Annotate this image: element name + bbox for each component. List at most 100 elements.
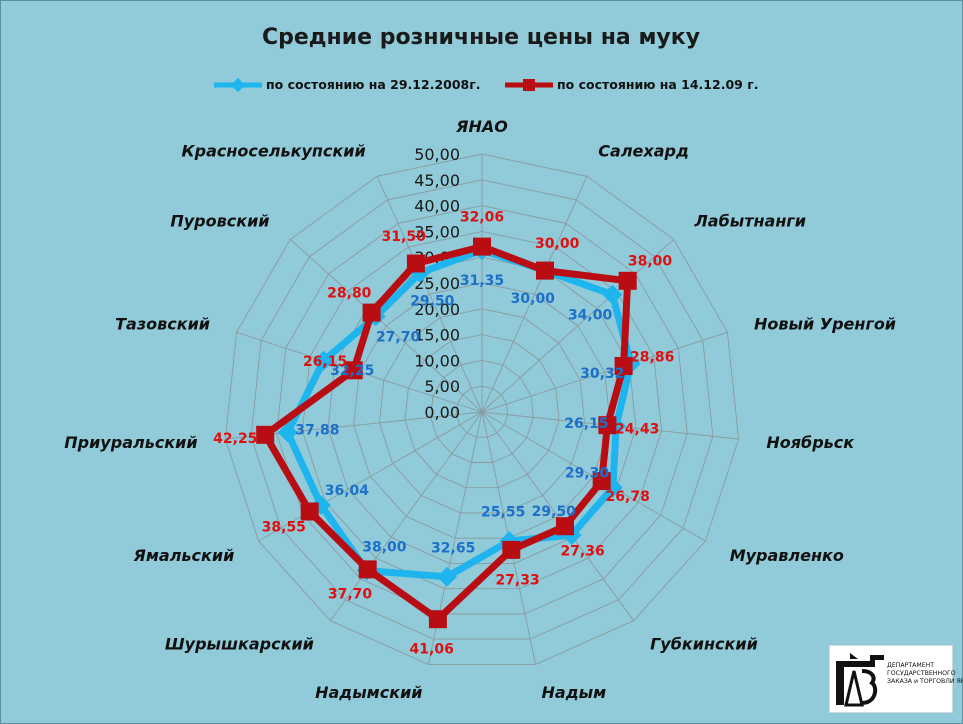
emblem-icon [836, 653, 884, 707]
grid-spoke-9 [330, 411, 483, 621]
data-label-series-2-8: 41,06 [410, 642, 454, 658]
data-label-series-2-7: 27,33 [495, 572, 539, 588]
data-label-series-2-10: 38,55 [262, 520, 306, 536]
legend-label-series-2: по состоянию на 14.12.09 г. [557, 77, 758, 92]
grid-spoke-13 [289, 239, 483, 413]
category-label-14: Красноселькупский [182, 142, 366, 161]
series-2-point-7 [502, 540, 521, 559]
logo-text-line-3: ЗАКАЗА и ТОРГОВЛИ ЯНАО [887, 678, 963, 685]
series-2-point-5 [592, 472, 611, 491]
series-2-point-11 [256, 425, 275, 444]
series-line-1 [284, 246, 635, 581]
tick-label-1: 5,00 [424, 377, 460, 396]
grid-ring-7 [301, 230, 663, 590]
category-label-6: Губкинский [650, 634, 758, 653]
legend: по состоянию на 29.12.2008г. по состояни… [214, 77, 758, 93]
tick-label-2: 10,00 [414, 351, 460, 370]
data-label-series-2-0: 32,06 [460, 210, 504, 226]
category-label-1: Салехард [598, 142, 689, 161]
data-label-series-2-11: 42,25 [213, 431, 257, 447]
series-line-2 [261, 243, 632, 623]
category-label-0: ЯНАО [455, 117, 508, 136]
grid-spoke-6 [481, 411, 634, 621]
series-2-point-12 [344, 361, 363, 380]
grid-spoke-2 [481, 239, 675, 413]
grid-ring-5 [353, 282, 611, 539]
data-label-series-2-5: 26,78 [606, 489, 650, 505]
data-label-series-1-4: 26,15 [564, 416, 608, 432]
series-1-point-2 [602, 284, 623, 305]
series-2-point-8 [428, 610, 447, 629]
grid-ring-1 [455, 385, 509, 438]
data-label-series-1-3: 30,32 [580, 366, 624, 382]
data-label-series-2-12: 26,15 [303, 354, 347, 370]
category-label-8: Надымский [315, 683, 422, 702]
data-label-series-1-0: 31,35 [460, 273, 504, 289]
tick-label-9: 45,00 [414, 171, 460, 190]
tick-label-5: 25,00 [414, 274, 460, 293]
legend-marker-series-2 [523, 79, 535, 91]
series-2-point-0 [473, 237, 491, 256]
tick-label-4: 20,00 [414, 300, 460, 319]
data-label-series-2-14: 31,50 [382, 229, 427, 245]
data-label-series-1-13: 27,70 [376, 329, 421, 345]
data-label-series-2-13: 28,80 [327, 286, 372, 302]
legend-label-series-1: по состоянию на 29.12.2008г. [266, 77, 481, 92]
grid-ring-9 [250, 179, 714, 640]
category-label-12: Тазовский [115, 315, 210, 334]
series-2-point-4 [598, 416, 617, 435]
data-label-series-2-9: 37,70 [328, 587, 373, 603]
category-label-13: Пуровский [170, 212, 269, 231]
data-label-series-1-8: 32,65 [431, 540, 475, 556]
category-label-7: Надым [542, 683, 607, 702]
data-label-series-2-6: 27,36 [560, 544, 604, 560]
grid-ring-8 [276, 205, 688, 615]
data-label-series-1-10: 36,04 [325, 483, 370, 499]
series-2-point-14 [406, 254, 425, 273]
radial-axis-ticks: 0,005,0010,0015,0020,0025,0030,0035,0040… [414, 145, 460, 422]
category-label-10: Ямальский [133, 546, 235, 565]
tick-label-7: 35,00 [414, 222, 460, 241]
series-1-point-12 [313, 350, 334, 371]
logo-text-line-2: ГОСУДАРСТВЕННОГО [887, 670, 956, 677]
series-2-point-2 [618, 271, 637, 290]
grid-spoke-14 [376, 176, 483, 413]
data-label-series-1-2: 34,00 [568, 308, 613, 324]
tick-label-8: 40,00 [414, 197, 460, 216]
series-2-point-9 [358, 560, 377, 579]
category-labels: ЯНАО Салехард Лабытнанги Новый Уренгой Ноябр… [64, 117, 896, 702]
series-2-point-6 [556, 517, 574, 536]
data-label-series-2-2: 38,00 [628, 254, 673, 270]
tick-label-10: 50,00 [414, 145, 460, 164]
category-label-9: Шурышкарский [165, 634, 314, 653]
grid-spoke-10 [258, 411, 483, 542]
data-label-series-1-5: 29,30 [565, 466, 610, 482]
grid-ring-3 [404, 334, 560, 489]
data-label-series-1-6: 29,50 [532, 504, 577, 520]
category-label-11: Приуральский [64, 433, 197, 452]
data-series [256, 237, 641, 629]
category-label-2: Лабытнанги [694, 212, 806, 231]
data-label-series-2-3: 28,86 [630, 350, 674, 366]
data-label-series-1-7: 25,55 [481, 505, 525, 521]
department-logo: ДЕПАРТАМЕНТ ГОСУДАРСТВЕННОГО ЗАКАЗА и ТО… [829, 645, 963, 713]
series-1-point-8 [437, 566, 457, 587]
data-label-series-1-11: 37,88 [295, 422, 339, 438]
data-label-series-1-12: 32,25 [330, 363, 374, 379]
tick-label-0: 0,00 [424, 403, 460, 422]
category-label-3: Новый Уренгой [754, 315, 896, 334]
data-label-series-2-4: 24,43 [615, 421, 659, 437]
grid-ring-2 [430, 359, 534, 463]
series-2-point-3 [614, 357, 633, 375]
grid-ring-4 [378, 308, 586, 514]
grid-ring-10 [224, 153, 740, 665]
grid-spoke-3 [481, 331, 728, 413]
series-2-point-13 [362, 303, 381, 322]
category-label-4: Ноябрьск [766, 433, 855, 452]
data-label-series-1-1: 30,00 [511, 291, 556, 307]
data-labels: 31,35 30,00 34,00 30,32 26,15 29,30 29,50 25,55… [213, 210, 674, 658]
chart-title: Средние розничные цены на муку [262, 25, 700, 50]
data-label-series-1-9: 38,00 [362, 539, 407, 555]
